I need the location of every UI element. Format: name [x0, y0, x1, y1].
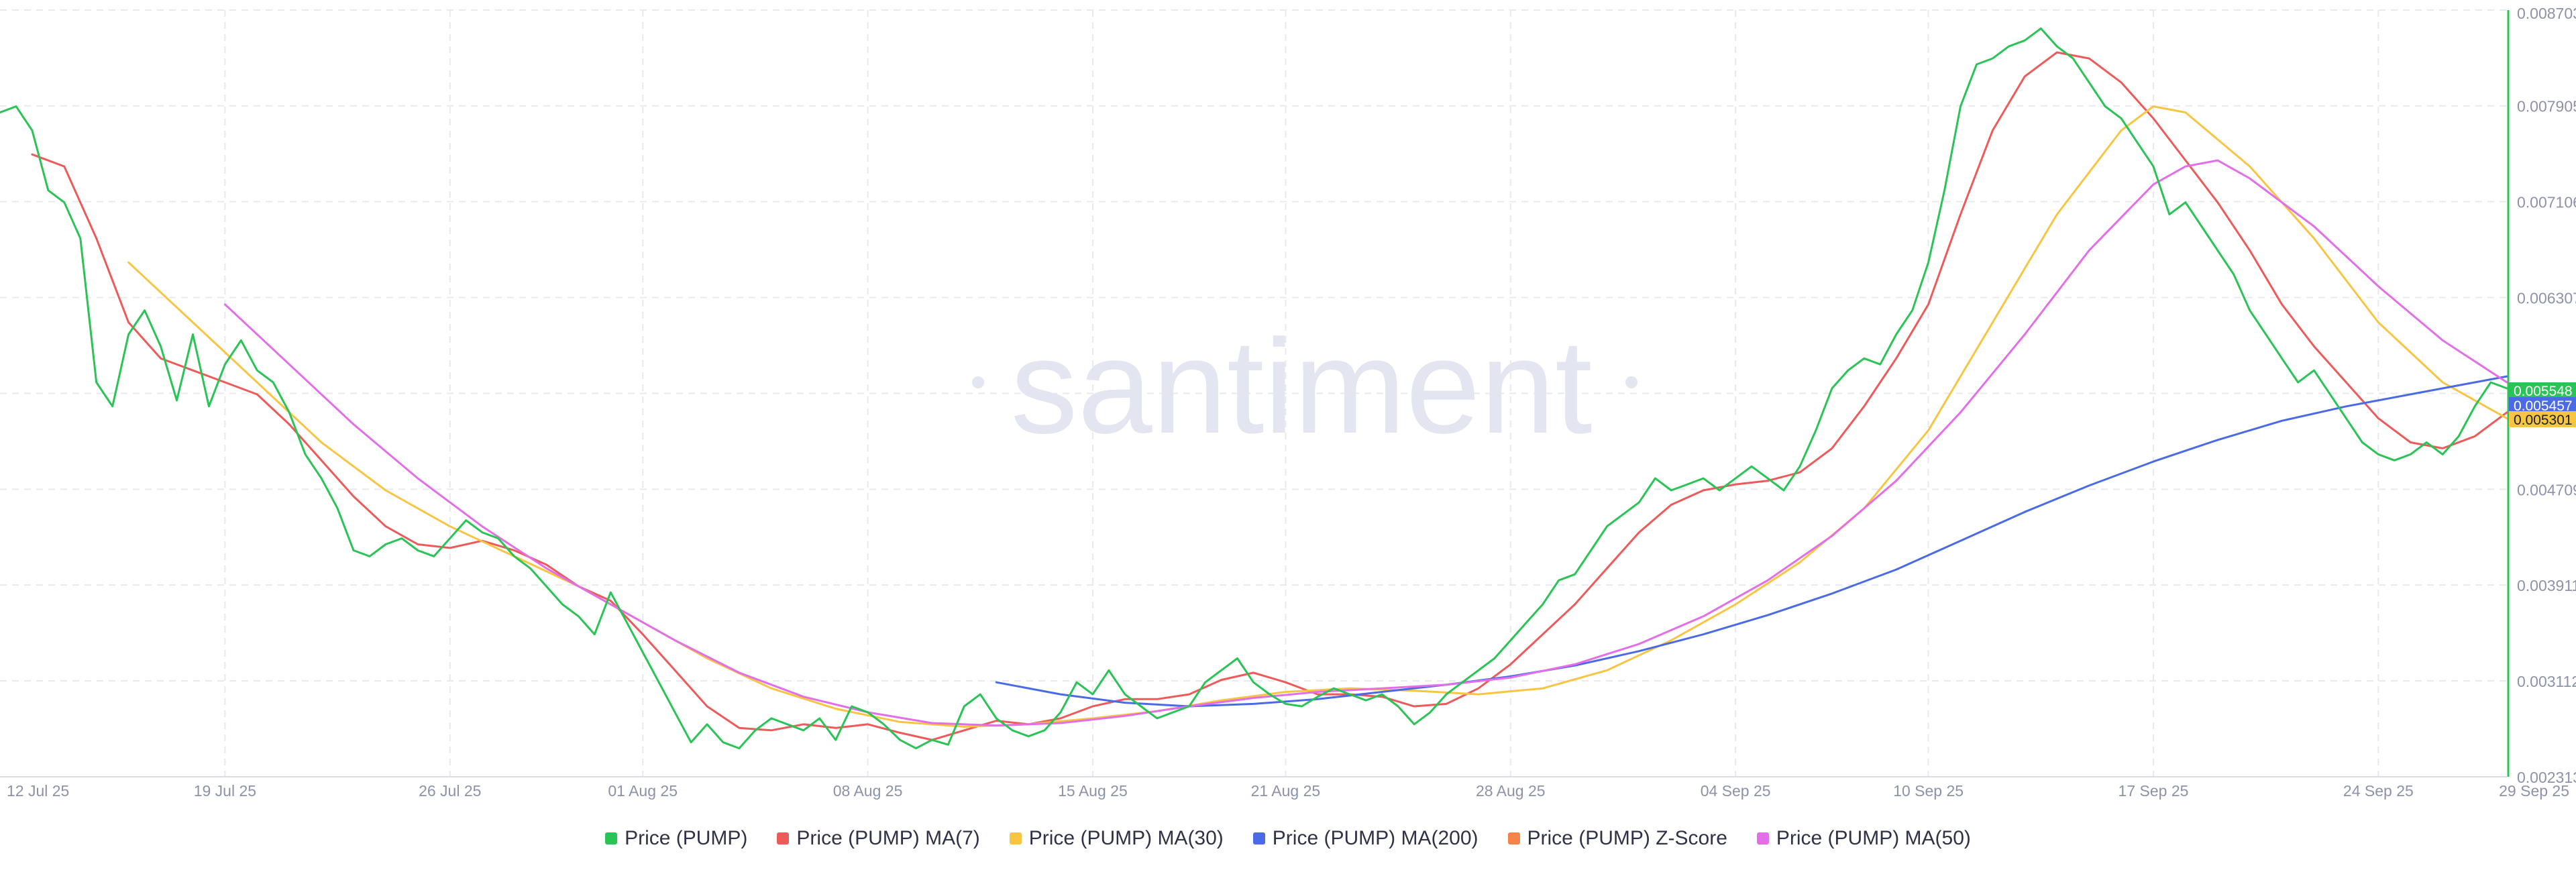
watermark-dot-right: [1625, 376, 1638, 388]
y-tick-label: 0.002313: [2517, 769, 2576, 786]
y-tick-label: 0.003112: [2517, 673, 2576, 690]
legend-item[interactable]: Price (PUMP) MA(200): [1252, 827, 1479, 850]
x-tick-label: 19 Jul 25: [194, 782, 256, 800]
x-tick-label: 10 Sep 25: [1893, 782, 1964, 800]
watermark-text: santiment: [1010, 312, 1592, 461]
legend-label: Price (PUMP) Z-Score: [1527, 827, 1727, 849]
legend: Price (PUMP) Price (PUMP) MA(7) Price (PUM…: [0, 822, 2576, 855]
x-tick-label: 24 Sep 25: [2343, 782, 2414, 800]
legend-label: Price (PUMP) MA(200): [1272, 827, 1479, 849]
y-tick-label: 0.006307: [2517, 290, 2576, 307]
x-tick-label: 21 Aug 25: [1251, 782, 1321, 800]
series-line-3: [995, 375, 2508, 708]
value-label-text: 0.005301: [2514, 413, 2573, 428]
legend-item[interactable]: Price (PUMP) Z-Score: [1507, 827, 1727, 850]
value-label-bg: [2509, 382, 2576, 398]
x-tick-label: 15 Aug 25: [1058, 782, 1128, 800]
x-axis: 12 Jul 25 19 Jul 25 26 Jul 25 01 Aug 25 08 A…: [0, 776, 2569, 800]
legend-swatch: [777, 832, 790, 844]
legend-item[interactable]: Price (PUMP) MA(30): [1009, 827, 1224, 850]
series-line-1: [31, 51, 2508, 741]
legend-label: Price (PUMP) MA(7): [796, 827, 980, 849]
x-tick-label: 01 Aug 25: [608, 782, 678, 800]
series-layer: [0, 27, 2508, 750]
value-label-bg: [2509, 411, 2576, 427]
x-tick-label: 04 Sep 25: [1701, 782, 1771, 800]
legend-label: Price (PUMP) MA(30): [1028, 827, 1224, 849]
watermark-dot-left: [972, 376, 984, 388]
legend-swatch: [1507, 832, 1520, 844]
y-tick-label: 0.004709: [2517, 481, 2576, 498]
y-tick-label: 0.007106: [2517, 194, 2576, 211]
x-tick-label: 28 Aug 25: [1476, 782, 1546, 800]
legend-item[interactable]: Price (PUMP): [605, 827, 747, 850]
y-tick-label: 0.003911: [2517, 577, 2576, 594]
y-tick-label: 0.008703: [2517, 5, 2576, 22]
legend-item[interactable]: Price (PUMP) MA(7): [777, 827, 980, 850]
legend-swatch: [1756, 832, 1769, 844]
value-label-text: 0.005548: [2514, 384, 2573, 399]
legend-swatch: [1252, 832, 1265, 844]
series-line-2: [127, 105, 2508, 728]
y-tick-label: 0.007905: [2517, 98, 2576, 115]
x-tick-label: 17 Sep 25: [2118, 782, 2189, 800]
legend-label: Price (PUMP): [625, 827, 748, 849]
value-label-bg: [2509, 397, 2576, 413]
x-tick-label: 12 Jul 25: [7, 782, 69, 800]
legend-label: Price (PUMP) MA(50): [1776, 827, 1971, 849]
legend-item[interactable]: Price (PUMP) MA(50): [1756, 827, 1971, 850]
x-tick-label: 29 Sep 25: [2499, 782, 2569, 800]
legend-swatch: [605, 832, 618, 844]
value-label-text: 0.005457: [2514, 398, 2573, 414]
series-line-0: [0, 27, 2508, 750]
legend-swatch: [1009, 832, 1022, 844]
price-chart: santiment 12 Jul 25 19 Jul 25 26 Jul 25 01 …: [0, 5, 2576, 800]
x-tick-label: 08 Aug 25: [833, 782, 903, 800]
x-tick-label: 26 Jul 25: [419, 782, 481, 800]
